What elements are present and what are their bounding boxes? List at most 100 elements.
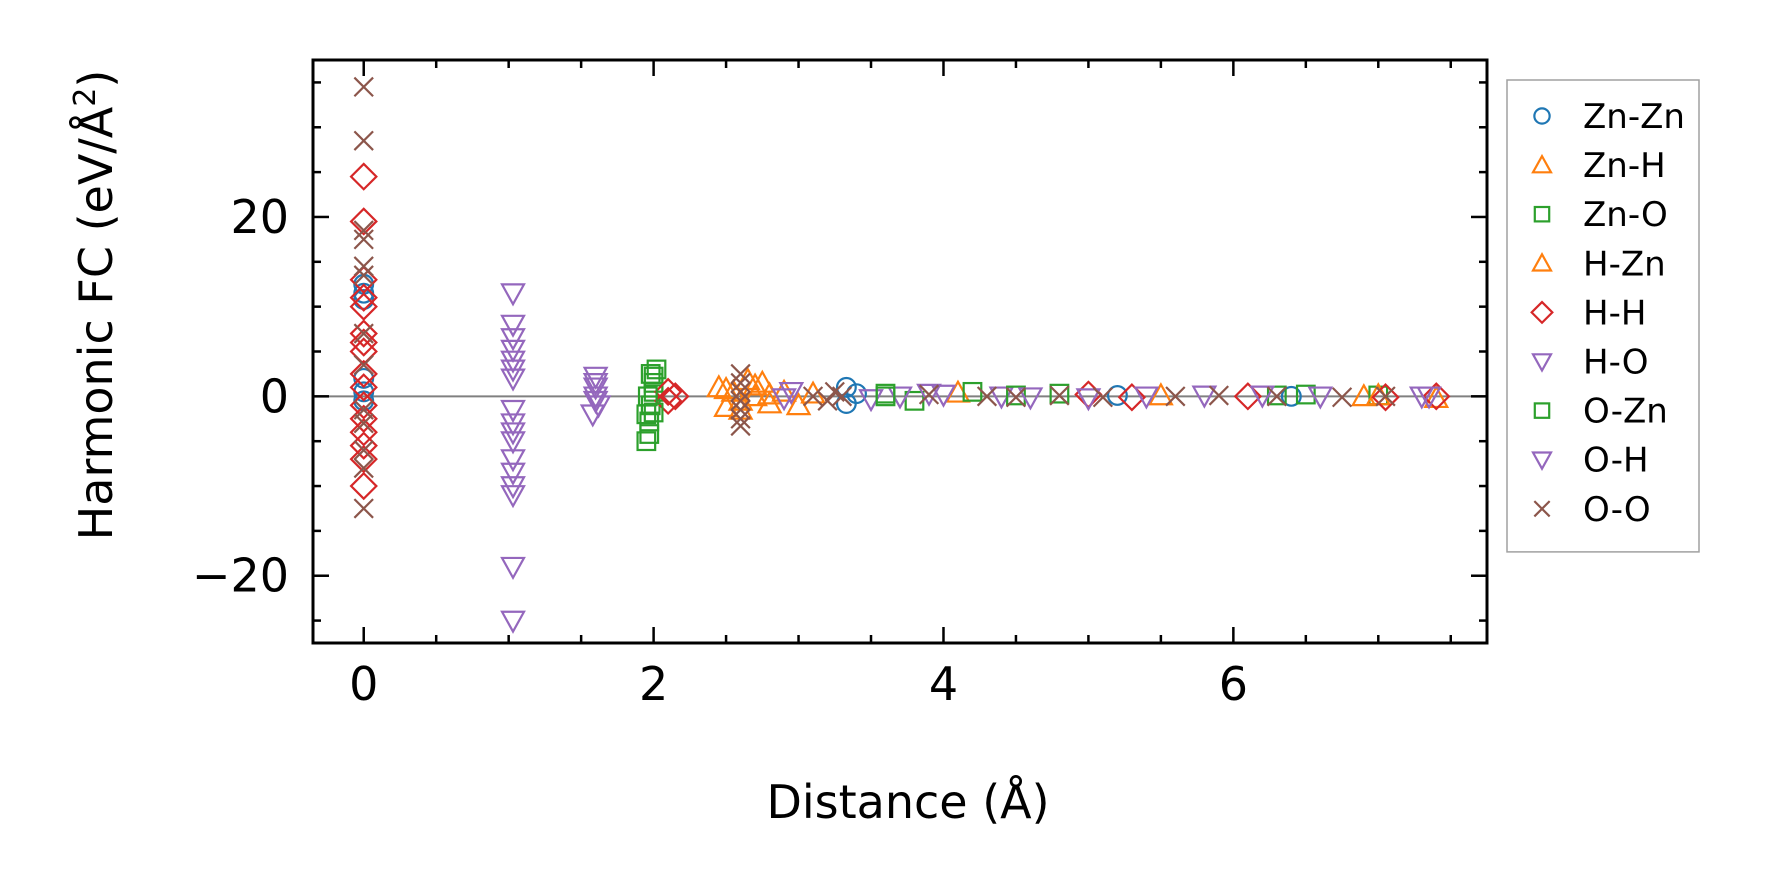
legend-label: O-O: [1583, 490, 1651, 530]
data-point: [1422, 382, 1451, 411]
data-point: [500, 431, 526, 455]
series-Zn-Zn: [353, 273, 1302, 414]
plot-frame: [311, 58, 1489, 645]
data-point: [1331, 387, 1353, 408]
data-point: [730, 390, 751, 411]
data-point: [349, 292, 378, 321]
data-point: [713, 375, 739, 400]
y-tick-label: 20: [230, 190, 289, 244]
data-point: [500, 368, 526, 392]
data-point: [582, 390, 609, 415]
data-point: [1075, 388, 1102, 412]
data-points-layer: [349, 76, 1451, 634]
data-point: [1371, 383, 1400, 412]
data-point: [771, 378, 797, 402]
data-point: [582, 372, 609, 397]
legend-marker: [1531, 153, 1553, 174]
series-O-H: [582, 372, 1435, 415]
series-H-O: [500, 283, 1442, 634]
data-point: [349, 418, 378, 447]
legend-label: Zn-O: [1583, 195, 1668, 235]
axis-tick-labels: 0 2 4 6 −20 0 20: [192, 190, 1248, 711]
data-point: [349, 471, 378, 501]
data-point: [846, 383, 867, 405]
data-point: [646, 359, 667, 380]
legend-label: O-Zn: [1583, 392, 1668, 432]
data-point: [636, 431, 657, 452]
data-point: [500, 328, 526, 352]
data-point: [500, 610, 526, 634]
data-point: [1133, 386, 1160, 410]
data-point: [500, 485, 526, 509]
legend-marker: [1531, 451, 1553, 471]
data-point: [730, 363, 751, 385]
data-point: [730, 408, 751, 429]
data-point: [500, 556, 526, 581]
legend-marker: [1533, 205, 1551, 223]
legend-item: H-O: [1531, 343, 1649, 383]
legend-item: Zn-O: [1533, 195, 1668, 235]
data-point: [349, 373, 378, 402]
data-point: [730, 372, 751, 394]
data-point: [637, 386, 658, 407]
series-O-O: [353, 76, 1396, 519]
legend-label: H-Zn: [1583, 244, 1666, 284]
data-point: [661, 382, 690, 411]
data-point: [918, 384, 940, 405]
y-axis-label-tail: ): [69, 70, 123, 88]
legend-marker: [1531, 353, 1553, 373]
data-point: [349, 283, 378, 312]
data-point: [1148, 382, 1174, 406]
data-point: [1006, 385, 1026, 406]
data-point: [1106, 384, 1128, 406]
data-point: [353, 76, 374, 98]
data-point: [353, 323, 374, 344]
y-tick-label: 0: [260, 369, 289, 423]
data-point: [1005, 387, 1027, 408]
data-point: [705, 374, 732, 398]
x-tick-label: 4: [929, 657, 958, 711]
data-point: [653, 377, 683, 407]
data-point: [500, 399, 526, 424]
legend-label: Zn-H: [1583, 146, 1666, 186]
data-point: [730, 381, 751, 402]
data-point: [349, 444, 378, 474]
data-point: [778, 381, 805, 406]
y-axis-label-superscript: 2: [68, 88, 103, 107]
data-point: [353, 354, 374, 376]
data-point: [1117, 383, 1147, 412]
data-point: [353, 413, 374, 434]
data-point: [1208, 385, 1229, 406]
data-point: [1375, 386, 1396, 407]
data-point: [353, 440, 374, 461]
legend-label: O-H: [1583, 441, 1649, 481]
data-point: [930, 384, 957, 408]
data-point: [1280, 385, 1302, 407]
legend-label: Zn-Zn: [1583, 97, 1685, 137]
data-point: [353, 220, 374, 241]
data-point: [730, 415, 751, 437]
data-point: [500, 314, 526, 338]
data-point: [1049, 383, 1070, 404]
series-H-Zn: [713, 372, 1392, 411]
data-point: [1017, 387, 1044, 411]
legend-marker: [1533, 500, 1551, 518]
data-point: [500, 283, 526, 307]
data-point: [802, 386, 824, 407]
data-point: [817, 390, 838, 411]
y-axis-label-main: Harmonic FC (eV/Å: [69, 106, 123, 540]
data-point: [1408, 386, 1435, 410]
legend-item: O-Zn: [1533, 392, 1668, 432]
legend-item: O-H: [1531, 441, 1649, 481]
data-point: [353, 130, 374, 151]
data-point: [1092, 387, 1114, 408]
data-point: [1295, 384, 1316, 405]
data-point: [353, 498, 374, 519]
data-point: [349, 207, 378, 236]
data-point: [353, 256, 374, 277]
data-point: [1423, 384, 1450, 409]
data-point: [1266, 386, 1287, 407]
legend: Zn-Zn Zn-H Zn-O H-Zn H-H H-O O-Zn O-H O-O: [1506, 79, 1700, 553]
data-point: [349, 328, 378, 357]
